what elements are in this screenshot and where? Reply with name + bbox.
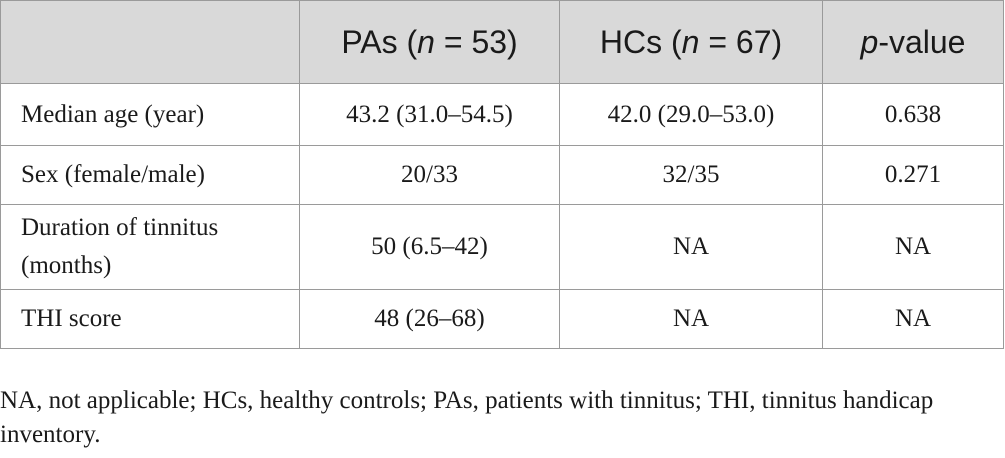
table-row: Duration of tinnitus (months) 50 (6.5–42)…	[0, 204, 1004, 290]
cell-p-value: 0.271	[822, 145, 1004, 205]
row-label: Sex (female/male)	[0, 145, 300, 205]
header-pas-n: n	[417, 23, 435, 60]
cell-pas: 43.2 (31.0–54.5)	[299, 83, 560, 146]
cell-p-value: NA	[822, 204, 1004, 290]
cell-p-value: 0.638	[822, 83, 1004, 146]
cell-pas: 50 (6.5–42)	[299, 204, 560, 290]
cell-hcs: 32/35	[559, 145, 823, 205]
header-p-symbol: p	[860, 23, 879, 60]
table-row: Sex (female/male) 20/33 32/35 0.271	[0, 145, 1004, 205]
header-hcs: HCs (n = 67)	[559, 0, 823, 84]
header-pas-prefix: PAs (	[341, 23, 418, 60]
table-row: Median age (year) 43.2 (31.0–54.5) 42.0 …	[0, 83, 1004, 146]
header-p-value: p-value	[822, 0, 1004, 84]
cell-pas: 48 (26–68)	[299, 289, 560, 349]
cell-hcs: NA	[559, 204, 823, 290]
table-header-row: PAs (n = 53) HCs (n = 67) p-value	[0, 0, 1004, 84]
table-footnote: NA, not applicable; HCs, healthy control…	[0, 387, 934, 448]
cell-p-value: NA	[822, 289, 1004, 349]
row-label: Duration of tinnitus (months)	[0, 204, 300, 290]
cell-hcs: NA	[559, 289, 823, 349]
demographics-table: PAs (n = 53) HCs (n = 67) p-value Median…	[0, 0, 1004, 349]
header-hcs-prefix: HCs (	[599, 23, 682, 60]
row-label-line2: (months)	[21, 252, 112, 279]
cell-hcs: 42.0 (29.0–53.0)	[559, 83, 823, 146]
cell-pas: 20/33	[299, 145, 560, 205]
table-row: THI score 48 (26–68) NA NA	[0, 289, 1004, 349]
row-label-line1: Duration of tinnitus	[21, 214, 219, 241]
row-label: THI score	[0, 289, 300, 349]
header-empty-cell	[0, 0, 300, 84]
demographics-table-container: PAs (n = 53) HCs (n = 67) p-value Median…	[0, 0, 1004, 349]
header-pas: PAs (n = 53)	[299, 0, 560, 84]
row-label: Median age (year)	[0, 83, 300, 146]
header-pas-suffix: = 53)	[434, 23, 518, 60]
header-hcs-suffix: = 67)	[699, 23, 783, 60]
header-p-suffix: -value	[878, 23, 966, 60]
header-hcs-n: n	[681, 23, 700, 60]
